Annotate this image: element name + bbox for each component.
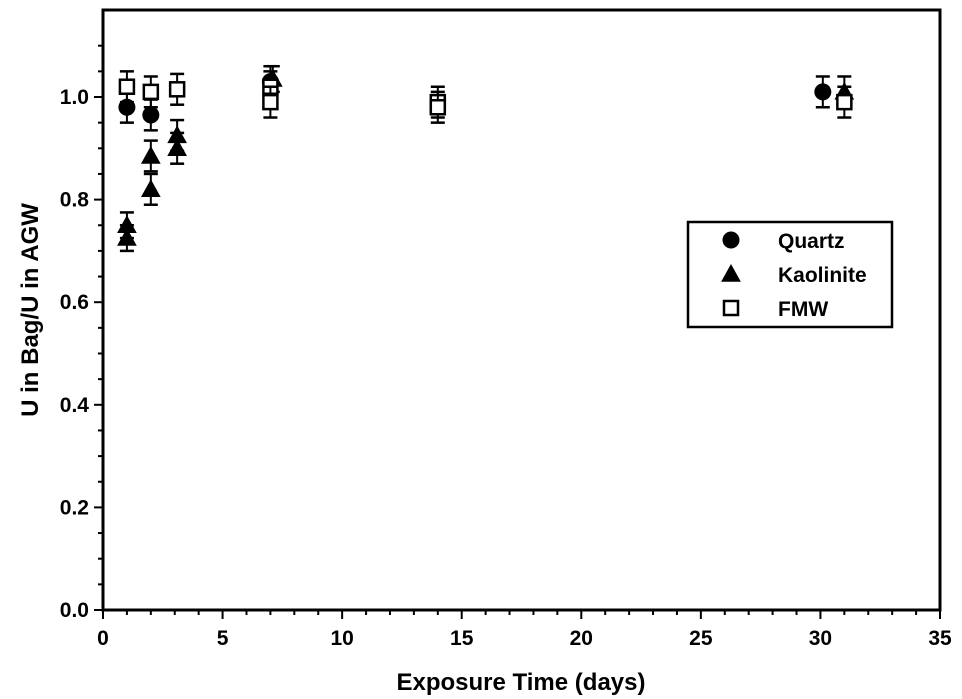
legend-marker [721, 263, 741, 282]
series-quartz [118, 64, 832, 132]
data-point [117, 228, 137, 246]
data-point [814, 83, 832, 101]
x-tick-label: 35 [928, 627, 952, 650]
data-point [118, 78, 136, 95]
data-point [429, 99, 447, 116]
x-tick-label: 25 [689, 627, 713, 650]
x-tick-label: 30 [809, 627, 832, 650]
legend-marker [722, 299, 740, 317]
legend-item-fmw: FMW [722, 298, 828, 321]
y-tick-label: 0.4 [60, 394, 90, 417]
legend-items: Quartz Kaolinite FMW [721, 230, 867, 321]
y-tick-label: 0.6 [60, 291, 89, 314]
y-tick-label: 0.0 [60, 599, 89, 622]
x-axis: 0 5 10 15 20 25 30 35 [97, 610, 952, 650]
data-point [140, 179, 161, 198]
x-tick-label: 5 [217, 627, 229, 650]
legend-item-quartz: Quartz [722, 230, 845, 253]
data-point [140, 145, 161, 164]
legend: Quartz Kaolinite FMW [686, 220, 894, 329]
x-tick-label: 0 [97, 627, 109, 650]
legend-label: Quartz [778, 230, 845, 253]
plot-frame [101, 8, 942, 612]
y-tick-label: 0.8 [60, 189, 90, 212]
data-point [836, 93, 853, 111]
x-tick-label: 20 [570, 627, 593, 650]
x-tick-label: 10 [330, 627, 353, 650]
data-point [142, 106, 160, 124]
legend-label: Kaolinite [778, 264, 867, 287]
series-layer [117, 64, 855, 253]
x-tick-label: 15 [450, 627, 474, 650]
legend-label: FMW [778, 298, 828, 321]
y-tick-label: 0.2 [60, 496, 89, 519]
series-fmw [118, 70, 853, 124]
y-axis: 0.0 0.2 0.4 0.6 0.8 1.0 [60, 44, 103, 622]
legend-item-kaolinite: Kaolinite [721, 263, 867, 287]
x-axis-title: Exposure Time (days) [397, 669, 646, 696]
legend-box [686, 220, 894, 329]
data-point [168, 81, 186, 98]
data-point [167, 138, 187, 156]
legend-marker [722, 231, 740, 249]
y-tick-label: 1.0 [60, 86, 89, 109]
plot-area [101, 8, 942, 612]
data-point [142, 83, 160, 101]
y-axis-title: U in Bag/U in AGW [17, 203, 44, 417]
data-point [262, 93, 279, 111]
